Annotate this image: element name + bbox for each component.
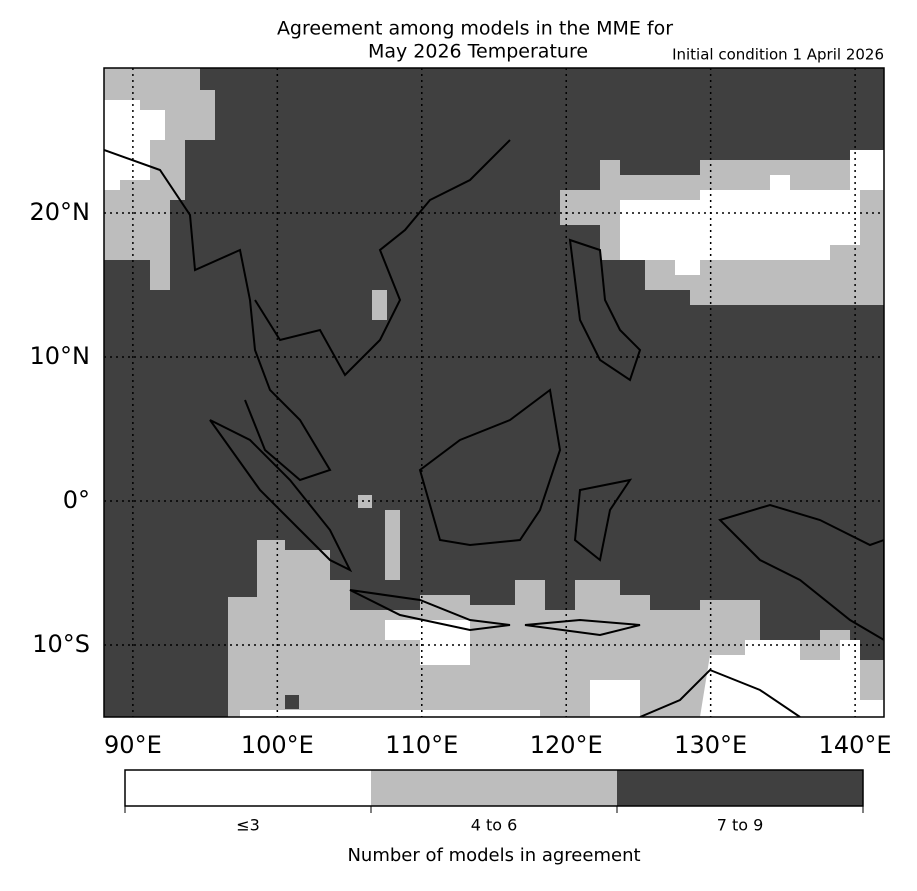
y-tick-label: 10°S bbox=[32, 630, 90, 658]
map-field bbox=[104, 68, 884, 717]
y-tick-label: 0° bbox=[63, 486, 90, 514]
y-tick-label: 20°N bbox=[30, 198, 91, 226]
colorbar-swatch bbox=[617, 770, 863, 806]
x-tick-label: 120°E bbox=[530, 731, 603, 759]
x-tick-label: 140°E bbox=[819, 731, 892, 759]
x-tick-label: 90°E bbox=[104, 731, 162, 759]
title-line: Agreement among models in the MME for bbox=[277, 18, 673, 40]
x-tick-label: 100°E bbox=[241, 731, 314, 759]
map-frame bbox=[103, 67, 885, 718]
title-line: May 2026 Temperature bbox=[368, 41, 588, 63]
colorbar-label: 4 to 6 bbox=[471, 816, 518, 835]
colorbar-frame bbox=[124, 769, 864, 807]
x-tick-label: 130°E bbox=[674, 731, 747, 759]
colorbar: ≤3 4 to 6 7 to 9 bbox=[124, 769, 864, 835]
ticks: 90°E 100°E 110°E 120°E 130°E 140°E 20°N 10°N 0° 1… bbox=[30, 198, 892, 759]
x-tick-label: 110°E bbox=[385, 731, 458, 759]
y-tick-label: 10°N bbox=[30, 342, 91, 370]
grid bbox=[104, 68, 884, 717]
colorbar-label: 7 to 9 bbox=[717, 816, 764, 835]
colorbar-swatch bbox=[371, 770, 617, 806]
colorbar-swatch bbox=[125, 770, 371, 806]
subtitle: Initial condition 1 April 2026 bbox=[672, 46, 884, 64]
colorbar-title: Number of models in agreement bbox=[347, 845, 640, 866]
colorbar-label: ≤3 bbox=[236, 816, 260, 835]
